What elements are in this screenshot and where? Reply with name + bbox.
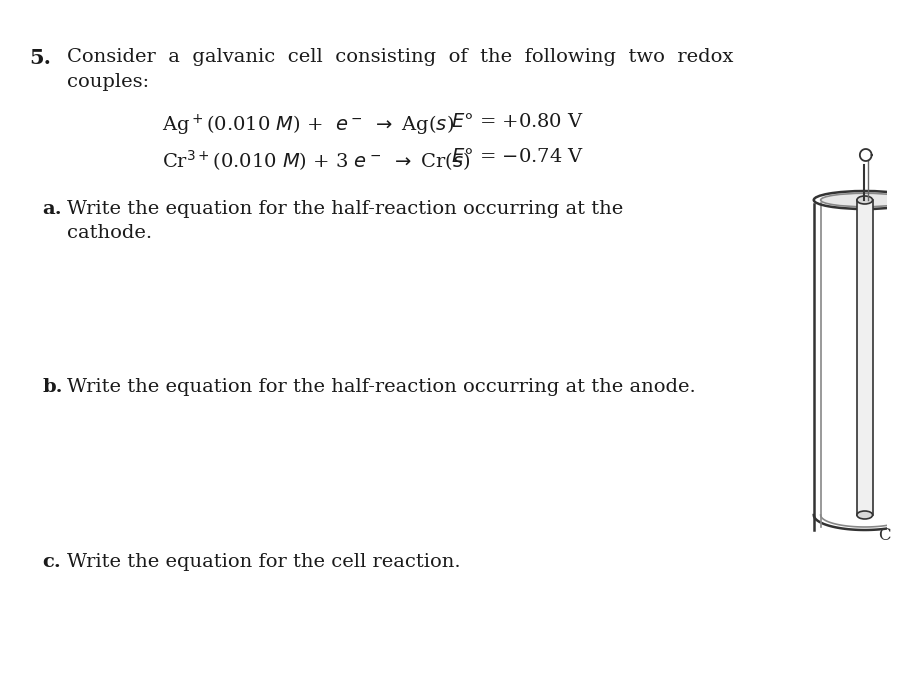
Ellipse shape [857,196,872,204]
Text: Cr$^{3+}$(0.010 $M$) + 3 $e^-$ $\rightarrow$ Cr($s$): Cr$^{3+}$(0.010 $M$) + 3 $e^-$ $\rightar… [162,148,470,173]
Bar [857,200,872,515]
Text: c.: c. [43,553,61,571]
Text: 5.: 5. [30,48,52,68]
Text: b.: b. [43,378,62,396]
Text: Write the equation for the cell reaction.: Write the equation for the cell reaction… [67,553,461,571]
Ellipse shape [821,193,905,206]
Ellipse shape [857,511,872,519]
Text: Ag$^+$(0.010 $M$) +  $e^-$ $\rightarrow$ Ag($s$): Ag$^+$(0.010 $M$) + $e^-$ $\rightarrow$ … [162,113,453,139]
Text: Write the equation for the half-reaction occurring at the anode.: Write the equation for the half-reaction… [67,378,695,396]
Text: cathode.: cathode. [67,224,152,242]
Text: $E$° = −0.74 V: $E$° = −0.74 V [451,148,584,166]
Text: Consider  a  galvanic  cell  consisting  of  the  following  two  redox: Consider a galvanic cell consisting of t… [67,48,733,66]
Text: couples:: couples: [67,73,148,91]
Text: Write the equation for the half-reaction occurring at the: Write the equation for the half-reaction… [67,200,623,218]
Text: C: C [878,526,891,543]
Text: a.: a. [43,200,62,218]
Text: $E$° = +0.80 V: $E$° = +0.80 V [451,113,584,131]
